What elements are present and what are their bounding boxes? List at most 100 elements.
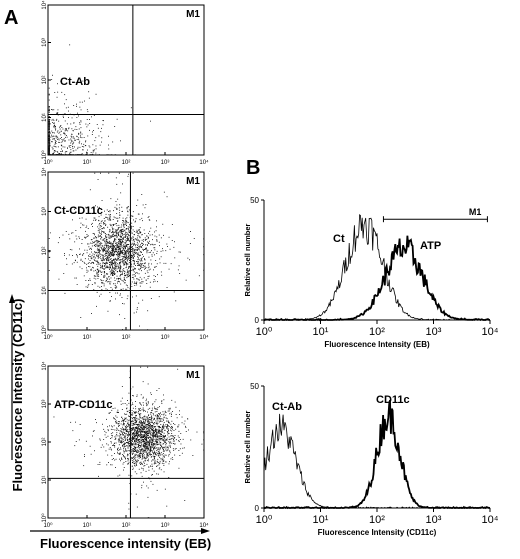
scatter-point xyxy=(115,207,117,209)
scatter-point xyxy=(111,224,113,226)
scatter-point xyxy=(76,254,77,255)
scatter-point xyxy=(141,467,143,469)
scatter-point xyxy=(150,480,152,482)
scatter-point xyxy=(169,408,171,410)
scatter-point xyxy=(144,239,146,241)
scatter-point xyxy=(106,280,107,281)
scatter-point xyxy=(149,268,151,270)
scatter-point xyxy=(90,263,92,264)
scatter-point xyxy=(145,279,147,281)
scatter-point xyxy=(77,256,78,258)
scatter-point xyxy=(126,269,128,271)
scatter-point xyxy=(48,87,50,89)
scatter-point xyxy=(144,426,146,428)
scatter-point xyxy=(160,444,162,446)
scatter-point xyxy=(142,469,144,471)
scatter-point xyxy=(135,253,136,254)
scatter-point xyxy=(85,154,87,156)
x-tick-label: 10³ xyxy=(161,335,170,341)
scatter-point xyxy=(138,455,139,457)
scatter-point xyxy=(140,231,142,233)
scatter-point xyxy=(133,424,135,426)
scatter-point xyxy=(120,279,122,280)
scatter-point xyxy=(121,420,123,422)
gate-label: M1 xyxy=(186,9,200,20)
panel-letter-b: B xyxy=(246,157,260,179)
scatter-point xyxy=(148,438,149,439)
scatter-point xyxy=(142,424,144,426)
scatter-point xyxy=(130,438,132,440)
scatter-point xyxy=(128,392,130,394)
scatter-point xyxy=(90,453,92,455)
scatter-point xyxy=(113,241,114,243)
scatter-point xyxy=(132,270,134,272)
scatter-point xyxy=(140,445,142,447)
scatter-point xyxy=(170,415,172,417)
scatter-point xyxy=(53,109,55,111)
scatter-point xyxy=(155,426,157,428)
scatter-point xyxy=(116,233,118,235)
scatter-point xyxy=(80,135,81,137)
scatter-point xyxy=(132,395,134,397)
scatter-point xyxy=(116,434,118,435)
scatter-point xyxy=(119,266,121,267)
scatter-point xyxy=(158,413,160,414)
scatter-point xyxy=(138,426,140,428)
scatter-point xyxy=(144,262,146,264)
scatter-point xyxy=(149,447,151,449)
scatter-point xyxy=(112,408,114,409)
scatter-point xyxy=(164,410,166,412)
scatter-point xyxy=(128,246,130,248)
scatter-point xyxy=(151,415,153,417)
scatter-point xyxy=(154,448,156,450)
scatter-point xyxy=(149,436,151,438)
scatter-point xyxy=(132,211,134,213)
scatter-point xyxy=(88,145,90,147)
scatter-point xyxy=(125,450,127,452)
scatter-point xyxy=(164,439,166,441)
scatter-point xyxy=(67,154,69,156)
scatter-point xyxy=(79,424,81,425)
scatter-point xyxy=(139,246,141,248)
scatter-point xyxy=(123,444,125,446)
scatter-point xyxy=(129,450,131,452)
scatter-point xyxy=(132,402,133,404)
scatter-point xyxy=(97,262,99,264)
scatter-point xyxy=(136,432,138,434)
scatter-point xyxy=(141,260,143,262)
scatter-point xyxy=(132,467,134,469)
scatter-point xyxy=(156,447,158,449)
scatter-point xyxy=(69,153,71,154)
scatter-point xyxy=(124,242,126,244)
scatter-point xyxy=(131,427,133,429)
scatter-point xyxy=(122,257,124,259)
scatter-point xyxy=(131,412,133,414)
scatter-point xyxy=(149,432,151,434)
scatter-point xyxy=(145,400,147,402)
scatter-point xyxy=(70,139,72,141)
scatter-point xyxy=(130,264,132,266)
scatter-point xyxy=(97,242,99,244)
scatter-point xyxy=(60,80,62,82)
scatter-point xyxy=(97,270,99,271)
scatter-point xyxy=(136,426,137,428)
scatter-point xyxy=(143,404,144,406)
scatter-point xyxy=(146,463,148,465)
scatter-point xyxy=(104,253,106,255)
scatter-point xyxy=(103,239,104,241)
scatter-point xyxy=(125,267,127,269)
scatter-point xyxy=(151,450,153,452)
scatter-point xyxy=(137,249,138,251)
scatter-point xyxy=(111,247,113,249)
scatter-point xyxy=(169,248,171,250)
scatter-point xyxy=(116,428,118,430)
scatter-point xyxy=(118,440,120,441)
scatter-point xyxy=(108,448,110,450)
scatter-point xyxy=(126,260,128,262)
scatter-point xyxy=(130,427,132,429)
scatter-point xyxy=(69,79,71,80)
scatter-point xyxy=(161,459,163,461)
scatter-point xyxy=(108,259,109,261)
scatter-point xyxy=(145,451,147,453)
scatter-point xyxy=(114,407,116,409)
